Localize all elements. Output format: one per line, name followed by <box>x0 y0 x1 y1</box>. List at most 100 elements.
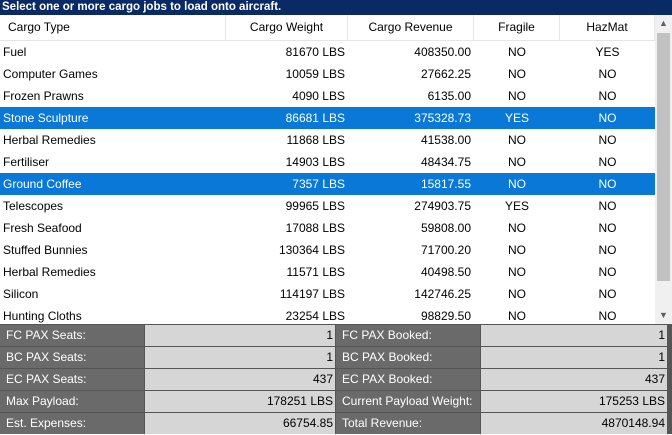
cell-hazmat: YES <box>595 45 620 59</box>
cell-cargo-weight: 114197 LBS <box>279 287 345 301</box>
cell-cargo-revenue: 6135.00 <box>427 89 471 103</box>
cell-cargo-type: Telescopes <box>3 199 64 213</box>
cell-hazmat: NO <box>598 287 617 301</box>
vertical-scrollbar[interactable]: ▲ ▼ <box>655 15 672 324</box>
cell-cargo-type: Fuel <box>3 45 27 59</box>
cell-hazmat: NO <box>598 199 617 213</box>
stats-row-bc: BC PAX Seats: 1 BC PAX Booked: 1 <box>0 347 672 369</box>
scroll-thumb[interactable] <box>657 33 670 281</box>
table-row[interactable]: Stone Sculpture 86681 LBS 375328.73 YES … <box>0 107 655 129</box>
table-row[interactable]: Fertiliser 14903 LBS 48434.75 NO NO <box>0 151 655 173</box>
table-row[interactable]: Hunting Cloths 23254 LBS 98829.50 NO NO <box>0 305 655 324</box>
cell-cargo-type: Hunting Cloths <box>3 309 82 323</box>
fc-pax-booked-label: FC PAX Booked: <box>336 325 480 346</box>
cell-fragile: NO <box>508 309 526 323</box>
cell-cargo-type: Stone Sculpture <box>3 111 89 125</box>
stats-row-ec: EC PAX Seats: 437 EC PAX Booked: 437 <box>0 369 672 391</box>
table-row[interactable]: Ground Coffee 7357 LBS 15817.55 NO NO <box>0 173 655 195</box>
cell-cargo-revenue: 408350.00 <box>414 45 471 59</box>
cell-cargo-type: Fertiliser <box>3 155 50 169</box>
cell-fragile: NO <box>508 265 526 279</box>
current-payload-weight-value: 175253 LBS <box>481 391 667 412</box>
table-row[interactable]: Silicon 114197 LBS 142746.25 NO NO <box>0 283 655 305</box>
table-row[interactable]: Computer Games 10059 LBS 27662.25 NO NO <box>0 63 655 85</box>
cell-hazmat: NO <box>598 155 617 169</box>
cell-cargo-revenue: 41538.00 <box>420 133 471 147</box>
table-row[interactable]: Herbal Remedies 11868 LBS 41538.00 NO NO <box>0 129 655 151</box>
est-expenses-label: Est. Expenses: <box>0 413 144 434</box>
table-row[interactable]: Frozen Prawns 4090 LBS 6135.00 NO NO <box>0 85 655 107</box>
column-header-fragile[interactable]: Fragile <box>474 15 560 40</box>
cell-cargo-revenue: 71700.20 <box>420 243 471 257</box>
cell-hazmat: NO <box>598 243 617 257</box>
cell-cargo-revenue: 274903.75 <box>414 199 471 213</box>
cell-fragile: NO <box>508 89 526 103</box>
cell-cargo-weight: 11571 LBS <box>286 265 346 279</box>
table-row[interactable]: Fuel 81670 LBS 408350.00 NO YES <box>0 41 655 63</box>
cell-cargo-weight: 86681 LBS <box>285 111 345 125</box>
cell-cargo-weight: 17088 LBS <box>285 221 345 235</box>
cell-fragile: NO <box>508 243 526 257</box>
cell-fragile: YES <box>504 199 529 213</box>
scroll-down-arrow-icon[interactable]: ▼ <box>659 310 668 320</box>
column-header-row: Cargo Type Cargo Weight Cargo Revenue Fr… <box>0 15 655 41</box>
bc-pax-seats-label: BC PAX Seats: <box>0 347 144 368</box>
table-row[interactable]: Fresh Seafood 17088 LBS 59808.00 NO NO <box>0 217 655 239</box>
total-revenue-label: Total Revenue: <box>336 413 480 434</box>
table-row[interactable]: Stuffed Bunnies 130364 LBS 71700.20 NO N… <box>0 239 655 261</box>
cargo-rows: Fuel 81670 LBS 408350.00 NO YES Computer… <box>0 41 655 324</box>
fc-pax-seats-label: FC PAX Seats: <box>0 325 144 346</box>
column-header-cargo-revenue[interactable]: Cargo Revenue <box>348 15 474 40</box>
cell-cargo-revenue: 15817.55 <box>420 177 471 191</box>
cell-cargo-revenue: 375328.73 <box>414 111 471 125</box>
cell-hazmat: NO <box>598 89 617 103</box>
cell-fragile: NO <box>508 133 526 147</box>
cell-fragile: NO <box>508 221 526 235</box>
cell-cargo-revenue: 40498.50 <box>420 265 471 279</box>
cell-cargo-weight: 130364 LBS <box>278 243 345 257</box>
cell-fragile: YES <box>504 111 529 125</box>
table-row[interactable]: Telescopes 99965 LBS 274903.75 YES NO <box>0 195 655 217</box>
bc-pax-seats-value: 1 <box>145 347 335 368</box>
cell-fragile: NO <box>508 177 526 191</box>
cell-cargo-revenue: 142746.25 <box>414 287 471 301</box>
stats-row-payload: Max Payload: 178251 LBS Current Payload … <box>0 391 672 413</box>
scroll-up-arrow-icon[interactable]: ▲ <box>659 18 668 28</box>
cell-cargo-revenue: 48434.75 <box>420 155 471 169</box>
ec-pax-booked-label: EC PAX Booked: <box>336 369 480 390</box>
cell-cargo-revenue: 98829.50 <box>420 309 471 323</box>
cargo-list[interactable]: Cargo Type Cargo Weight Cargo Revenue Fr… <box>0 15 672 324</box>
est-expenses-value: 66754.85 <box>145 413 335 434</box>
ec-pax-seats-label: EC PAX Seats: <box>0 369 144 390</box>
cell-hazmat: NO <box>598 221 617 235</box>
cell-hazmat: NO <box>598 133 617 147</box>
column-header-cargo-weight[interactable]: Cargo Weight <box>226 15 348 40</box>
cell-cargo-type: Ground Coffee <box>3 177 82 191</box>
cell-cargo-weight: 81670 LBS <box>285 45 345 59</box>
cell-cargo-type: Computer Games <box>3 67 98 81</box>
table-row[interactable]: Herbal Remedies 11571 LBS 40498.50 NO NO <box>0 261 655 283</box>
bc-pax-booked-label: BC PAX Booked: <box>336 347 480 368</box>
cell-cargo-type: Frozen Prawns <box>3 89 84 103</box>
ec-pax-booked-value: 437 <box>481 369 667 390</box>
cell-cargo-weight: 14903 LBS <box>285 155 345 169</box>
cell-hazmat: NO <box>598 67 617 81</box>
cell-cargo-revenue: 27662.25 <box>420 67 471 81</box>
ec-pax-seats-value: 437 <box>145 369 335 390</box>
max-payload-value: 178251 LBS <box>145 391 335 412</box>
cell-cargo-weight: 10059 LBS <box>285 67 345 81</box>
cell-cargo-weight: 7357 LBS <box>292 177 345 191</box>
cell-fragile: NO <box>508 45 526 59</box>
max-payload-label: Max Payload: <box>0 391 144 412</box>
total-revenue-value: 4870148.94 <box>481 413 667 434</box>
column-header-cargo-type[interactable]: Cargo Type <box>0 15 226 40</box>
column-header-hazmat[interactable]: HazMat <box>560 15 655 40</box>
bc-pax-booked-value: 1 <box>481 347 667 368</box>
cell-hazmat: NO <box>598 177 617 191</box>
cell-hazmat: NO <box>598 309 617 323</box>
cell-cargo-type: Fresh Seafood <box>3 221 82 235</box>
cell-cargo-revenue: 59808.00 <box>420 221 471 235</box>
stats-row-financial: Est. Expenses: 66754.85 Total Revenue: 4… <box>0 413 672 435</box>
instruction-header: Select one or more cargo jobs to load on… <box>0 0 672 15</box>
cell-fragile: NO <box>508 287 526 301</box>
